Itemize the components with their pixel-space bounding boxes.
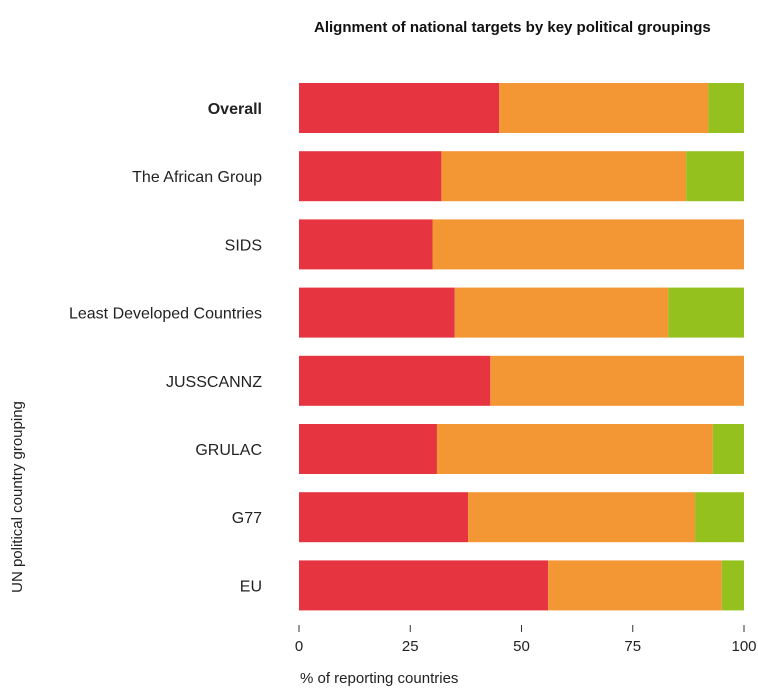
category-label: EU <box>240 578 262 595</box>
bar-segment-2 <box>441 151 687 202</box>
category-label: Overall <box>208 101 262 118</box>
bar-segment-1 <box>299 424 437 474</box>
chart-title: Alignment of national targets by key pol… <box>314 19 711 36</box>
x-tick-label: 50 <box>513 638 530 655</box>
bar-segment-3 <box>668 287 744 338</box>
category-label: GRULAC <box>195 442 262 459</box>
bar-segment-2 <box>454 287 669 338</box>
bar-segment-2 <box>436 424 713 474</box>
bar-segment-1 <box>299 492 469 543</box>
x-ticks: 0 25 50 75 100 <box>295 625 757 655</box>
y-axis-label: UN political country grouping <box>9 401 26 593</box>
bar-segment-1 <box>299 219 433 270</box>
bar-segment-1 <box>299 355 491 406</box>
bar-segment-3 <box>712 424 744 474</box>
x-tick-label: 100 <box>731 638 756 655</box>
bar-segment-2 <box>468 492 696 543</box>
bar-segment-3 <box>695 492 744 543</box>
bars-group <box>299 83 744 611</box>
category-label: The African Group <box>132 169 262 186</box>
bar-segment-2 <box>548 560 722 611</box>
x-tick-label: 25 <box>402 638 419 655</box>
bar-segment-1 <box>299 560 549 611</box>
bar-segment-3 <box>708 83 744 133</box>
category-label: Least Developed Countries <box>69 306 262 323</box>
x-tick-label: 75 <box>624 638 641 655</box>
bar-segment-3 <box>686 151 744 202</box>
x-tick-label: 0 <box>295 638 303 655</box>
bar-segment-2 <box>499 83 709 133</box>
bar-segment-2 <box>432 219 744 270</box>
bar-segment-1 <box>299 83 500 133</box>
category-label: G77 <box>232 510 262 527</box>
bar-segment-3 <box>721 560 744 611</box>
category-label: SIDS <box>225 237 262 254</box>
bar-segment-1 <box>299 287 455 338</box>
category-label: JUSSCANNZ <box>166 374 262 391</box>
bar-segment-1 <box>299 151 442 202</box>
x-axis-label: % of reporting countries <box>300 670 458 687</box>
category-labels: Overall The African Group SIDS Least Develo… <box>69 101 262 595</box>
bar-segment-2 <box>490 355 744 406</box>
